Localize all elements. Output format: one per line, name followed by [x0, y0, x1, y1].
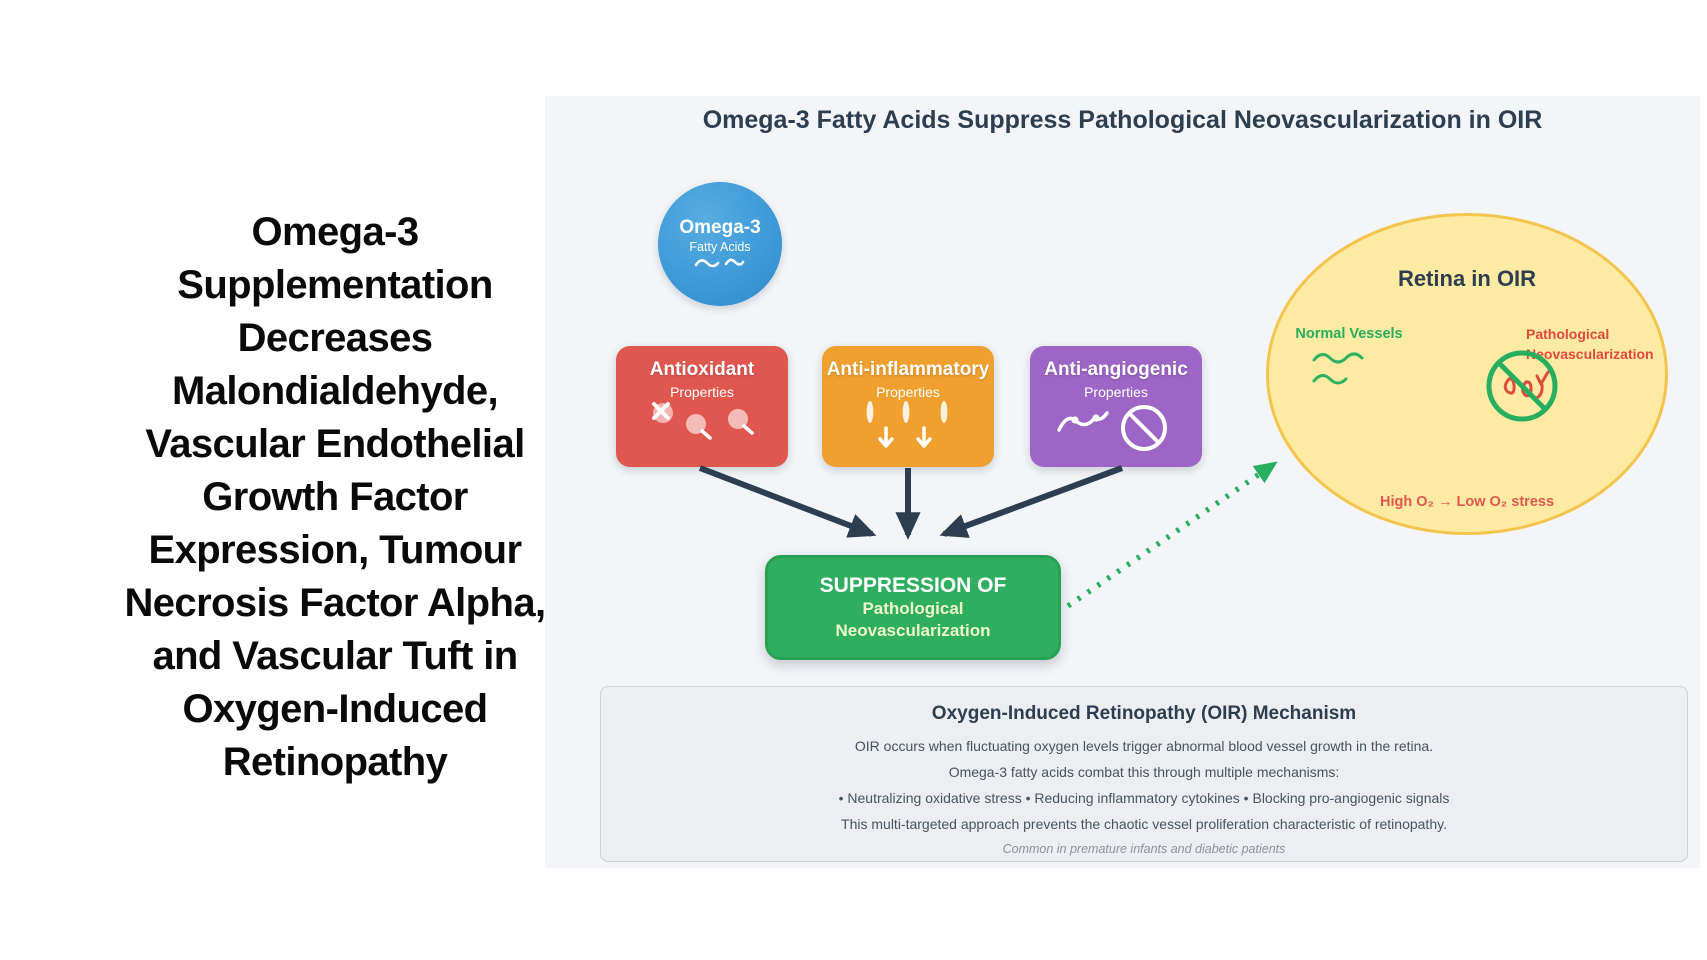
headline-line: Vascular Endothelial — [145, 422, 525, 466]
anti-angiogenic-box: Anti-angiogenic Properties — [1030, 346, 1202, 467]
antioxidant-box: Antioxidant Properties — [616, 346, 788, 467]
omega3-node: Omega-3 Fatty Acids — [658, 182, 782, 306]
cytokine-reduction-icon — [848, 400, 968, 450]
no-neovascularization-icon — [1482, 346, 1562, 426]
oxygen-stress-label: High O₂ → Low O₂ stress — [1379, 494, 1555, 510]
headline-line: Supplementation — [177, 263, 493, 307]
diagram-title: Omega-3 Fatty Acids Suppress Pathologica… — [702, 106, 1543, 134]
slide-headline: Omega-3 Supplementation Decreases Malond… — [62, 206, 608, 789]
pathological-neovascularization-label: Pathological Neovascularization — [1526, 326, 1654, 362]
retina-circle — [1266, 213, 1668, 535]
mechanism-line: This multi-targeted approach prevents th… — [841, 816, 1447, 832]
suppression-box-line3: Neovascularization — [835, 621, 991, 640]
mechanism-line: OIR occurs when fluctuating oxygen level… — [854, 738, 1434, 754]
mechanism-info-box: Oxygen-Induced Retinopathy (OIR) Mechani… — [600, 686, 1688, 862]
normal-vessel-waves-icon — [1310, 348, 1398, 390]
headline-line: Oxygen-Induced — [182, 687, 489, 731]
normal-vessels-label: Normal Vessels — [1295, 326, 1403, 342]
anti-inflammatory-box-title: Anti-inflammatory — [826, 359, 990, 380]
anti-angiogenic-box-subtitle: Properties — [1084, 384, 1148, 400]
antioxidant-box-title: Antioxidant — [649, 359, 755, 380]
headline-line: Expression, Tumour — [148, 528, 523, 572]
retina-circle-title: Retina in OIR — [1397, 266, 1537, 291]
mechanism-line: Omega-3 fatty acids combat this through … — [948, 764, 1340, 780]
antioxidant-box-subtitle: Properties — [670, 384, 734, 400]
headline-line: Retinopathy — [222, 740, 448, 784]
vessel-block-icon — [1054, 400, 1178, 452]
suppression-box-line2: Pathological — [862, 599, 964, 618]
headline-line: and Vascular Tuft in — [152, 634, 518, 678]
suppression-box-title: SUPPRESSION OF — [819, 574, 1007, 597]
mechanism-footnote: Common in premature infants and diabetic… — [1002, 842, 1286, 856]
omega3-node-title: Omega-3 — [679, 217, 761, 238]
headline-line: Malondialdehyde, — [171, 369, 499, 413]
omega3-node-subtitle: Fatty Acids — [689, 240, 751, 254]
suppression-box: SUPPRESSION OF Pathological Neovasculari… — [765, 555, 1061, 660]
mechanism-line: • Neutralizing oxidative stress • Reduci… — [838, 790, 1450, 806]
headline-line: Omega-3 — [251, 210, 420, 254]
anti-angiogenic-box-title: Anti-angiogenic — [1044, 359, 1188, 380]
anti-inflammatory-box: Anti-inflammatory Properties — [822, 346, 994, 467]
headline-line: Necrosis Factor Alpha, — [124, 581, 547, 625]
free-radical-neutralize-icon — [646, 400, 758, 440]
anti-inflammatory-box-subtitle: Properties — [876, 384, 940, 400]
fatty-acid-waves-icon — [693, 254, 747, 271]
headline-line: Decreases — [237, 316, 433, 360]
mechanism-title: Oxygen-Induced Retinopathy (OIR) Mechani… — [931, 703, 1357, 724]
headline-line: Growth Factor — [202, 475, 468, 519]
